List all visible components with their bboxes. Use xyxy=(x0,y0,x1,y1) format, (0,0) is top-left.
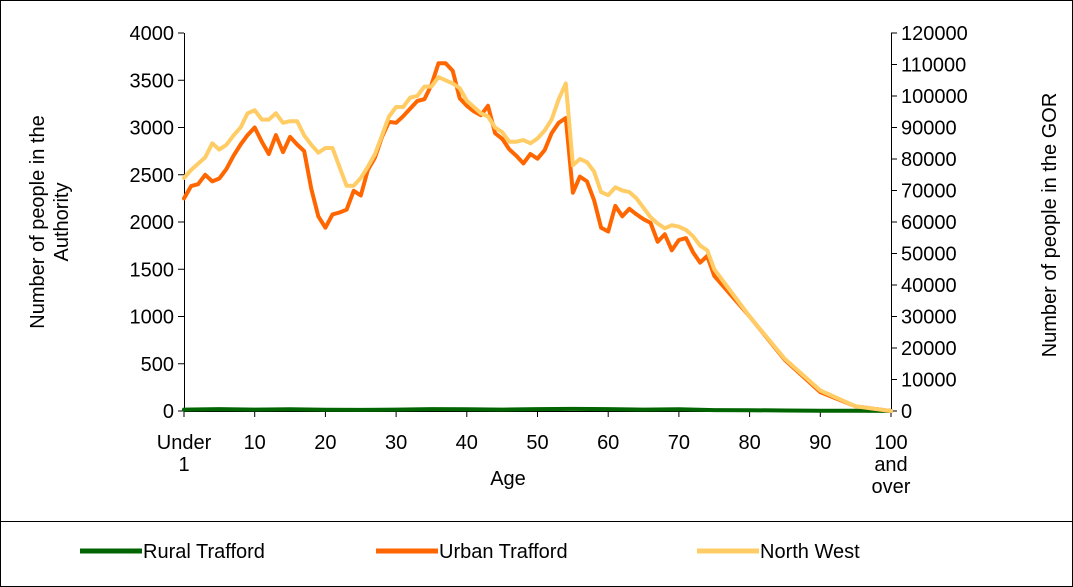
right-tick-label: 60000 xyxy=(901,212,957,234)
x-tick-label-line: 1 xyxy=(178,454,189,476)
x-tick-label-line: 70 xyxy=(668,432,690,454)
x-tick-label-line: 30 xyxy=(385,432,407,454)
legend: Rural Trafford Urban Trafford North West xyxy=(80,541,860,563)
left-axis-label-line: Number of people in the xyxy=(27,115,49,328)
x-tick-label: 60 xyxy=(597,432,619,454)
right-tick-label: 80000 xyxy=(901,149,957,171)
x-tick-label: 80 xyxy=(738,432,760,454)
right-tick-label: 20000 xyxy=(901,338,957,360)
right-tick-label: 30000 xyxy=(901,307,957,329)
left-axis-label-line: Authority xyxy=(51,183,73,262)
x-tick-label: 90 xyxy=(809,432,831,454)
left-tick-label: 1500 xyxy=(130,259,175,281)
x-tick-label-line: 50 xyxy=(526,432,548,454)
x-tick-label-line: 80 xyxy=(738,432,760,454)
x-tick-label: 30 xyxy=(385,432,407,454)
right-tick-label: 120000 xyxy=(901,23,968,45)
x-tick-label: Under 1 xyxy=(157,432,212,476)
right-tick-label: 100000 xyxy=(901,86,968,108)
x-tick-label: 20 xyxy=(314,432,336,454)
legend-label-urban-trafford: Urban Trafford xyxy=(439,541,568,563)
left-tick-label: 3500 xyxy=(130,70,175,92)
legend-label-north-west: North West xyxy=(760,541,860,563)
x-axis-label: Age xyxy=(490,468,526,490)
series-line-urban-trafford xyxy=(182,61,893,413)
x-tick-label-line: over xyxy=(872,476,911,498)
x-tick-label-line: and xyxy=(874,454,907,476)
left-axis-ticks: 0 500 1000 1500 2000 2500 3000 3500 4000 xyxy=(130,23,184,423)
x-tick-label-line: 90 xyxy=(809,432,831,454)
series-line-rural-trafford xyxy=(182,406,893,413)
right-tick-label: 50000 xyxy=(901,244,957,266)
x-tick-label: 100 and over xyxy=(872,432,911,498)
right-tick-label: 10000 xyxy=(901,370,957,392)
series-layer xyxy=(182,61,893,413)
left-tick-label: 2000 xyxy=(130,212,175,234)
left-tick-label: 4000 xyxy=(130,23,175,45)
left-tick-label: 2500 xyxy=(130,165,175,187)
right-axis-label: Number of people in the GOR xyxy=(1039,93,1061,358)
left-tick-label: 0 xyxy=(163,401,174,423)
x-tick-label: 10 xyxy=(244,432,266,454)
x-tick-label-line: 60 xyxy=(597,432,619,454)
x-tick-label-line: 40 xyxy=(456,432,478,454)
right-tick-label: 90000 xyxy=(901,118,957,140)
x-tick-label-line: Under xyxy=(157,432,212,454)
left-tick-label: 3000 xyxy=(130,118,175,140)
left-axis-label: Number of people in the Authority xyxy=(27,115,73,328)
legend-label-rural-trafford: Rural Trafford xyxy=(143,541,265,563)
right-tick-label: 70000 xyxy=(901,181,957,203)
right-tick-label: 40000 xyxy=(901,275,957,297)
right-tick-label: 0 xyxy=(901,401,912,423)
left-tick-label: 1000 xyxy=(130,307,175,329)
x-tick-label: 70 xyxy=(668,432,690,454)
series-line-north-west xyxy=(182,75,893,413)
x-tick-label-line: 20 xyxy=(314,432,336,454)
x-tick-label: 40 xyxy=(456,432,478,454)
x-axis-ticks: Under 1 10 20 30 40 50 60 70 80 90 100 and over xyxy=(157,411,911,498)
x-tick-label-line: 10 xyxy=(244,432,266,454)
x-tick-label-line: 100 xyxy=(874,432,907,454)
right-tick-label: 110000 xyxy=(901,55,966,77)
left-tick-label: 500 xyxy=(141,354,174,376)
x-tick-label: 50 xyxy=(526,432,548,454)
right-axis-ticks: 0 10000 20000 30000 40000 50000 60000 70000 8000… xyxy=(891,23,968,423)
